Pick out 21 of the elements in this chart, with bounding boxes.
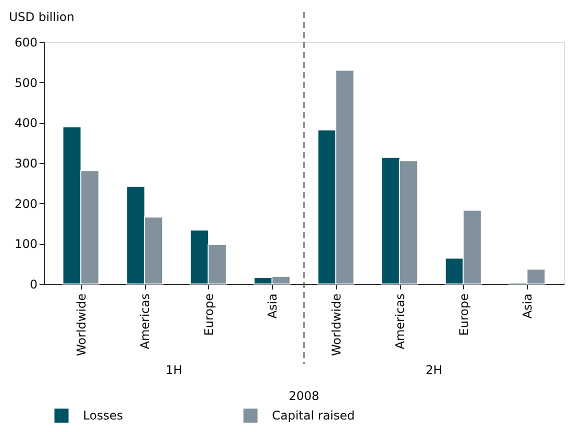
x-tick-label: Europe [202,294,216,336]
x-tick-label: Europe [456,294,471,336]
y-tick-label: 300 [14,156,38,170]
x-tick-label: Asia [520,294,535,319]
text: 2H [426,363,442,377]
x-tick-label: Worldwide [329,294,344,356]
x-tick-label: Americas [138,294,152,350]
legend-label: Capital raised [272,408,355,423]
y-tick-label: 600 [14,36,38,50]
legend-label: Losses [83,408,123,423]
y-tick-label: 200 [14,196,38,211]
y-tick-label: 0 [30,278,38,292]
x-tick-label: Americas [393,294,408,350]
x-tick-label: Asia [266,294,280,319]
x-tick-label: Worldwide [74,294,88,356]
y-axis-title: USD billion [9,10,74,24]
y-tick-label: 400 [14,116,38,130]
y-tick-label: 100 [14,237,38,252]
text: 2008 [288,389,320,403]
text: 1H [166,363,182,377]
y-tick-label: 500 [14,76,38,90]
